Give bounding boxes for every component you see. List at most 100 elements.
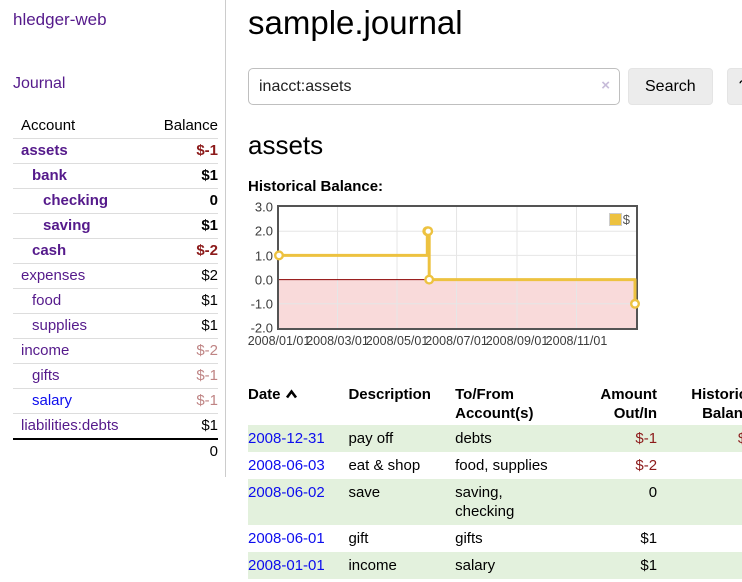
x-axis-tick-label: 2008/07/01: [425, 334, 488, 349]
account-balance: $1: [148, 213, 218, 239]
transaction-date-link[interactable]: 2008-06-03: [248, 457, 325, 475]
sort-ascending-icon: [285, 385, 298, 404]
account-row: supplies $1: [13, 313, 218, 339]
account-balance: $1: [148, 313, 218, 339]
account-balance: $-2: [148, 238, 218, 264]
account-row: liabilities:debts $1: [13, 413, 218, 439]
register-header-accounts: To/From Account(s): [455, 386, 534, 423]
x-axis-tick-label: 2008/11/01: [545, 334, 608, 349]
x-axis-tick-label: 2008/01/01: [247, 334, 311, 349]
chart-canvas: [274, 207, 641, 329]
accounts-table-body: assets $-1 bank $1 checking 0 saving $1 cash $-2 e…: [13, 138, 218, 439]
account-row: income $-2: [13, 338, 218, 364]
x-axis-tick-label: 2008/03/01: [306, 334, 369, 349]
transaction-description: eat & shop: [348, 457, 421, 475]
account-link[interactable]: salary: [32, 392, 73, 409]
register-header-date-label: Date: [248, 386, 281, 404]
register-header-amount: Amount Out/In: [600, 386, 658, 423]
register-header-description: Description: [348, 386, 431, 404]
transaction-date-link[interactable]: 2008-06-01: [248, 530, 325, 548]
transaction-balance: $1: [657, 552, 742, 580]
account-link[interactable]: supplies: [32, 317, 88, 334]
transaction-balance: $-1: [657, 425, 742, 453]
brand-link[interactable]: hledger-web: [13, 10, 107, 29]
y-axis-tick-label: 2.0: [254, 223, 273, 239]
transaction-description: pay off: [348, 425, 456, 453]
account-row: food $1: [13, 288, 218, 314]
account-row: gifts $-1: [13, 363, 218, 389]
accounts-total-value: 0: [148, 438, 218, 463]
accounts-header-balance: Balance: [163, 117, 218, 134]
account-balance: 0: [148, 188, 218, 214]
transaction-accounts: food, supplies: [455, 457, 548, 475]
transaction-description: save: [348, 479, 456, 526]
account-link[interactable]: income: [21, 342, 70, 359]
account-link[interactable]: food: [32, 292, 62, 309]
account-balance: $1: [148, 288, 218, 314]
register-table: Date Description To/From Account(s) Amou…: [248, 383, 742, 580]
help-button[interactable]: ?: [726, 68, 742, 106]
account-row: checking 0: [13, 188, 218, 214]
transaction-row: 2008-06-01 gift gifts $1$2: [248, 525, 742, 552]
legend-label: $: [622, 212, 630, 228]
x-axis-tick-label: 2008/09/01: [485, 334, 549, 349]
search-box: ×: [248, 68, 620, 106]
y-axis-tick-label: 1.0: [254, 248, 273, 264]
search-input[interactable]: [248, 68, 620, 106]
account-balance: $-2: [148, 338, 218, 364]
chart-title: Historical Balance:: [248, 178, 384, 196]
transaction-date-link[interactable]: 2008-01-01: [248, 557, 325, 575]
account-balance: $2: [148, 263, 218, 289]
transaction-balance: 0: [657, 452, 742, 479]
account-balance: $-1: [148, 388, 218, 414]
y-axis-tick-label: 0.0: [254, 272, 273, 288]
clear-search-icon[interactable]: ×: [601, 77, 610, 95]
account-link[interactable]: gifts: [32, 367, 60, 384]
transaction-balance: $2: [657, 525, 742, 552]
accounts-table-header-row: Account Balance: [13, 114, 218, 139]
transaction-date-link[interactable]: 2008-12-31: [248, 430, 325, 448]
transaction-amount: $-1: [558, 425, 658, 453]
chart-legend: $: [606, 211, 632, 229]
register-header-row: Date Description To/From Account(s) Amou…: [248, 383, 742, 425]
account-link[interactable]: liabilities:debts: [21, 417, 119, 434]
transaction-accounts: salary: [455, 552, 559, 580]
account-link[interactable]: saving: [43, 217, 91, 234]
account-link[interactable]: expenses: [21, 267, 86, 284]
main-content: sample.journal × Search ? assets Histori…: [226, 0, 742, 580]
account-row: assets $-1: [13, 138, 218, 164]
transaction-row: 2008-06-03 eat & shop food, supplies $-20: [248, 452, 742, 479]
account-row: expenses $2: [13, 263, 218, 289]
account-row: salary $-1: [13, 388, 218, 414]
transaction-amount: $-2: [635, 457, 658, 475]
y-axis-tick-label: 3.0: [254, 199, 273, 215]
transaction-description: gift: [348, 530, 369, 548]
y-axis-tick-label: -1.0: [250, 296, 273, 312]
account-balance: $1: [148, 413, 218, 439]
x-axis-tick-label: 2008/05/01: [365, 334, 429, 349]
transaction-accounts: gifts: [455, 530, 483, 548]
transaction-amount: $1: [640, 530, 658, 548]
account-link[interactable]: checking: [43, 192, 109, 209]
sidebar-item-journal[interactable]: Journal: [13, 75, 66, 92]
account-heading: assets: [248, 130, 324, 161]
sidebar: hledger-web Journal Account Balance asse…: [0, 0, 226, 477]
account-link[interactable]: cash: [32, 242, 67, 259]
search-button[interactable]: Search: [628, 68, 713, 106]
transaction-balance: $2: [657, 479, 742, 526]
account-link[interactable]: bank: [32, 167, 68, 184]
transaction-date-link[interactable]: 2008-06-02: [248, 484, 325, 502]
account-link[interactable]: assets: [21, 142, 68, 159]
register-header-date[interactable]: Date: [248, 383, 348, 425]
transaction-accounts: saving, checking: [455, 479, 559, 526]
legend-swatch-icon: [608, 213, 622, 227]
accounts-header-account: Account: [21, 117, 76, 134]
historical-balance-chart: $ 3.0 2.0 1.0 0.0 -1.0 -2.0 2008/01/01 2008/03…: [248, 200, 678, 350]
accounts-table: Account Balance assets $-1 bank $1 checking 0…: [13, 114, 218, 463]
register-header-balance: Historical Balance: [691, 386, 742, 423]
accounts-total-row: 0: [13, 438, 218, 463]
